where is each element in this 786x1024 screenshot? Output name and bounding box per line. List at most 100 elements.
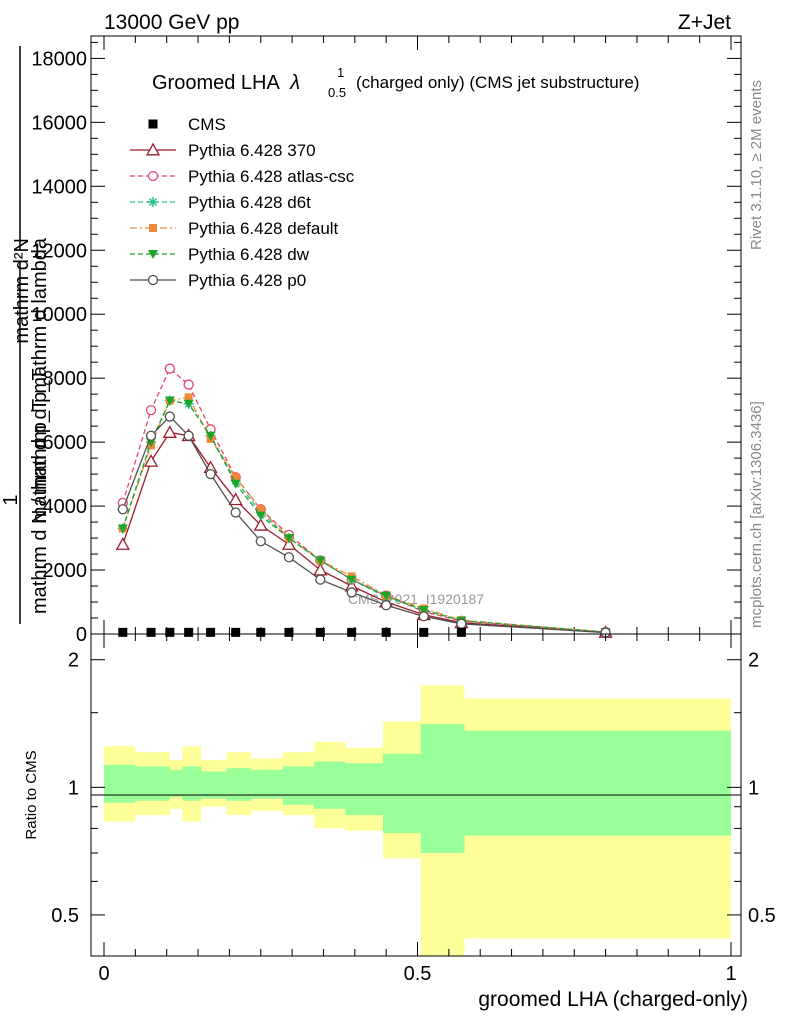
series-point: [183, 399, 194, 409]
cms-point: [456, 627, 466, 637]
series-point: [183, 379, 194, 390]
series-point: [117, 524, 128, 534]
ratio-tick-label: 1: [68, 777, 79, 799]
legend-marker: [149, 224, 157, 232]
ratio-band-inner: [104, 764, 136, 803]
ratio-tick-label: 2: [68, 650, 79, 672]
cms-point: [231, 627, 241, 637]
y-tick-label: 18000: [31, 48, 87, 70]
ratio-band-inner: [420, 724, 465, 853]
ratio-band-inner: [282, 766, 315, 805]
ratio-band-inner: [182, 766, 202, 801]
y-tick-label: 10000: [31, 304, 87, 326]
ratio-band-inner: [251, 769, 283, 799]
ratio-band-inner: [135, 766, 170, 801]
mcplots-label: mcplots.cern.ch [arXiv:1306.3436]: [748, 401, 765, 628]
series-layer: [115, 363, 613, 638]
series-point: [164, 411, 175, 422]
title-sup: 1: [337, 65, 344, 80]
main-y-ticks: 0 2000 4000 6000 8000 10000 12000 14000 16000 180…: [31, 41, 741, 646]
legend-marker: [148, 197, 158, 207]
ratio-ylabel: Ratio to CMS: [23, 750, 40, 839]
ylabel-line-3: 1: [0, 494, 22, 505]
series-point: [164, 396, 175, 406]
y-tick-label: 6000: [43, 432, 88, 454]
ylabel-line-2: mathrm d p_T mathrm d lambda: [29, 237, 51, 523]
title-lambda: λ: [289, 72, 300, 94]
legend-marker: [148, 250, 158, 259]
series-point: [313, 562, 328, 576]
cms-point: [118, 627, 128, 637]
series-point: [115, 537, 130, 550]
ratio-band-inner: [226, 768, 252, 801]
legend-entry: Pythia 6.428 default: [130, 219, 339, 238]
series-point: [117, 504, 128, 515]
title-rest: (charged only) (CMS jet substructure): [356, 73, 639, 92]
series-point: [228, 492, 243, 506]
cms-point: [165, 627, 175, 637]
x-tick-label: 0: [98, 963, 109, 985]
series-point: [184, 393, 193, 402]
ratio-tick-label: 0.5: [51, 905, 79, 927]
legend-marker: [145, 142, 161, 156]
ylabel-line-4: mathrm d N / mathrm d p_T: [29, 368, 51, 614]
ratio-tick-label-right: 2: [748, 650, 759, 672]
ratio-frame: [90, 633, 742, 957]
series-point: [231, 473, 240, 482]
series-point: [145, 430, 157, 441]
y-tick-label: 2000: [43, 560, 88, 582]
title-main: Groomed LHA: [152, 72, 280, 94]
series-point: [205, 468, 216, 480]
series-point: [346, 575, 357, 585]
header-right: Z+Jet: [678, 11, 731, 34]
legend-label: Pythia 6.428 370: [188, 141, 316, 160]
ratio-band-inner: [383, 753, 421, 834]
y-tick-label: 8000: [43, 368, 88, 390]
legend-entry: Pythia 6.428 atlas-csc: [130, 167, 355, 186]
y-tick-label: 0: [76, 624, 87, 646]
series-point: [145, 404, 157, 416]
series-point: [283, 552, 295, 563]
y-tick-label: 12000: [31, 240, 87, 262]
main-panel: 0 2000 4000 6000 8000 10000 12000 14000 16000 180…: [31, 35, 742, 646]
legend-marker: [147, 170, 159, 182]
legend-label: Pythia 6.428 dw: [188, 245, 310, 264]
legend-label: Pythia 6.428 atlas-csc: [188, 167, 355, 186]
legend-entry: CMS: [148, 115, 226, 134]
ratio-bands: [104, 685, 731, 956]
series-point: [230, 479, 241, 489]
series-point: [143, 453, 159, 467]
panel-title: Groomed LHA λ 1 0.5 (charged only) (CMS …: [152, 65, 639, 100]
legend-entry: Pythia 6.428 d6t: [130, 193, 311, 212]
series-point: [205, 431, 216, 441]
y-axis-label-main: mathrm d²N mathrm d p_T mathrm d lambda …: [0, 46, 51, 624]
series-point: [456, 618, 467, 629]
y-tick-label: 4000: [43, 496, 88, 518]
cms-point: [347, 627, 357, 637]
legend-label: Pythia 6.428 default: [188, 219, 339, 238]
legend-marker: [147, 274, 159, 286]
ylabel-line-1: mathrm d²N: [11, 238, 33, 344]
cms-point: [206, 627, 216, 637]
ratio-band-inner: [464, 730, 731, 836]
x-tick-label: 1: [725, 963, 736, 985]
legend-entry: Pythia 6.428 370: [130, 141, 316, 160]
series-point: [315, 574, 326, 585]
series-point: [281, 537, 297, 550]
series-point: [253, 517, 268, 531]
ratio-tick-label-right: 1: [748, 777, 759, 799]
series-point: [164, 363, 175, 374]
legend-label: Pythia 6.428 p0: [188, 271, 306, 290]
series-point: [256, 505, 265, 514]
ratio-panel: 0.5 0.51 12 2 0 0.5 1 Ratio to CMS groomed LH…: [23, 633, 776, 1011]
series-point: [183, 430, 194, 441]
cms-point: [256, 627, 266, 637]
cms-point: [315, 627, 325, 637]
cms-point: [381, 627, 391, 637]
ratio-y-ticks: 0.5 0.5 1 1 2 2: [51, 650, 776, 927]
ratio-band-inner: [345, 763, 384, 816]
series-pythia-6-428-p0: [117, 411, 611, 638]
header-left: 13000 GeV pp: [104, 11, 239, 34]
legend-label: Pythia 6.428 d6t: [188, 193, 311, 212]
legend: CMS Pythia 6.428 370 Pythia 6.428 atlas-cs…: [130, 115, 355, 290]
